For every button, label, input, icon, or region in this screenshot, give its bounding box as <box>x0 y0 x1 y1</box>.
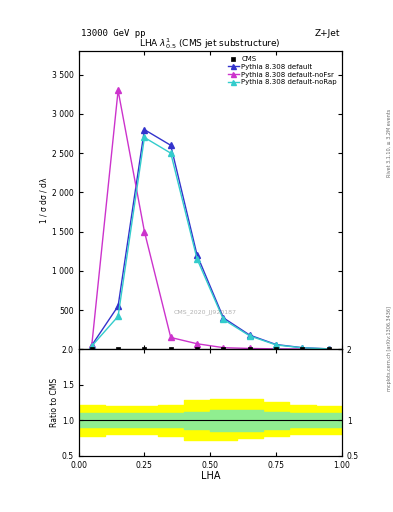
Title: LHA $\lambda^{1}_{0.5}$ (CMS jet substructure): LHA $\lambda^{1}_{0.5}$ (CMS jet substru… <box>140 36 281 51</box>
X-axis label: LHA: LHA <box>200 471 220 481</box>
Text: Rivet 3.1.10, ≥ 3.2M events: Rivet 3.1.10, ≥ 3.2M events <box>387 109 391 178</box>
Pythia 8.308 default-noRap <box>221 316 226 323</box>
Pythia 8.308 default-noFsr <box>116 88 120 94</box>
Pythia 8.308 default-noFsr <box>326 346 331 352</box>
Pythia 8.308 default-noFsr <box>274 346 278 352</box>
Line: Pythia 8.308 default-noFsr: Pythia 8.308 default-noFsr <box>89 88 332 352</box>
CMS <box>89 345 95 353</box>
Pythia 8.308 default-noFsr <box>248 346 252 352</box>
Pythia 8.308 default-noFsr <box>221 345 226 351</box>
CMS <box>247 345 253 353</box>
CMS <box>141 345 148 353</box>
Pythia 8.308 default <box>142 126 147 133</box>
Pythia 8.308 default <box>300 345 305 351</box>
CMS <box>194 345 200 353</box>
Pythia 8.308 default-noFsr <box>90 342 94 348</box>
Pythia 8.308 default <box>195 252 200 258</box>
Text: CMS_2020_JJ920187: CMS_2020_JJ920187 <box>173 309 237 315</box>
Pythia 8.308 default-noFsr <box>300 346 305 352</box>
Pythia 8.308 default-noRap <box>300 345 305 351</box>
Pythia 8.308 default-noRap <box>274 342 278 348</box>
Pythia 8.308 default <box>168 142 173 148</box>
Legend: CMS, Pythia 8.308 default, Pythia 8.308 default-noFsr, Pythia 8.308 default-noRa: CMS, Pythia 8.308 default, Pythia 8.308 … <box>227 55 338 87</box>
Y-axis label: Ratio to CMS: Ratio to CMS <box>50 378 59 427</box>
Pythia 8.308 default-noRap <box>195 256 200 262</box>
CMS <box>167 345 174 353</box>
Text: mcplots.cern.ch [arXiv:1306.3436]: mcplots.cern.ch [arXiv:1306.3436] <box>387 306 391 391</box>
Pythia 8.308 default-noRap <box>116 313 120 319</box>
CMS <box>115 345 121 353</box>
Pythia 8.308 default <box>221 315 226 321</box>
Line: Pythia 8.308 default-noRap: Pythia 8.308 default-noRap <box>89 135 332 352</box>
Pythia 8.308 default-noRap <box>90 343 94 349</box>
Pythia 8.308 default <box>274 342 278 348</box>
Pythia 8.308 default-noRap <box>142 135 147 141</box>
CMS <box>273 345 279 353</box>
Pythia 8.308 default-noFsr <box>195 340 200 347</box>
CMS <box>325 345 332 353</box>
Text: 13000 GeV pp: 13000 GeV pp <box>81 29 145 38</box>
Pythia 8.308 default-noFsr <box>168 334 173 340</box>
Pythia 8.308 default <box>90 342 94 348</box>
Pythia 8.308 default <box>248 332 252 338</box>
Text: Z+Jet: Z+Jet <box>314 29 340 38</box>
Pythia 8.308 default-noRap <box>248 333 252 339</box>
Pythia 8.308 default-noRap <box>326 346 331 352</box>
Line: Pythia 8.308 default: Pythia 8.308 default <box>89 127 332 352</box>
CMS <box>299 345 306 353</box>
Pythia 8.308 default-noRap <box>168 150 173 156</box>
CMS <box>220 345 226 353</box>
Pythia 8.308 default-noFsr <box>142 228 147 234</box>
Pythia 8.308 default <box>116 303 120 309</box>
Y-axis label: 1 / $\mathregular{\sigma}$ d$\mathregular{\sigma}$ / d$\mathregular{\lambda}$: 1 / $\mathregular{\sigma}$ d$\mathregula… <box>38 176 49 224</box>
Pythia 8.308 default <box>326 346 331 352</box>
